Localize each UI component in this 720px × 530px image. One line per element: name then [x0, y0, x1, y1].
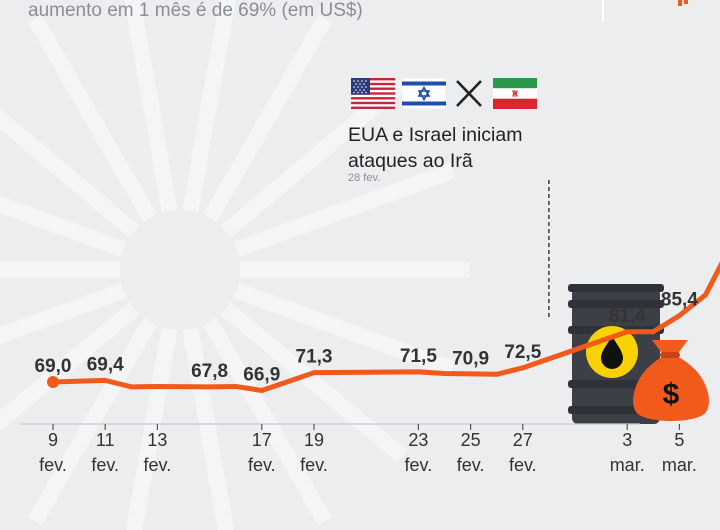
background-ray: [0, 195, 127, 257]
background-ray: [0, 302, 140, 432]
data-label: 72,5: [504, 342, 541, 363]
iran-flag-icon: [493, 78, 537, 109]
background-ray: [220, 302, 408, 463]
x-tick-month: fev.: [39, 455, 67, 475]
x-tick-day: 23: [408, 430, 428, 450]
x-tick-month: fev.: [300, 455, 328, 475]
background-ray: [124, 0, 178, 213]
versus-x-icon: [456, 80, 482, 107]
price-line: [50, 261, 720, 394]
background-ray: [28, 317, 157, 526]
event-annotation-line-1: EUA e Israel iniciam: [348, 124, 523, 146]
x-tick-day: 3: [622, 430, 632, 450]
money-bag-icon: $: [633, 340, 709, 421]
price-point-first: [47, 376, 59, 388]
x-tick-month: mar.: [662, 455, 697, 475]
background-ray: [203, 317, 332, 526]
x-tick-day: 17: [252, 430, 272, 450]
header-divider: [602, 0, 604, 22]
x-tick-month: fev.: [405, 455, 433, 475]
background-ray: [0, 108, 140, 238]
x-tick-day: 25: [461, 430, 481, 450]
background-ray: [233, 283, 456, 377]
data-label: 71,5: [400, 346, 437, 367]
background-ray: [203, 14, 332, 223]
x-tick-month: fev.: [509, 455, 537, 475]
x-tick-day: 27: [513, 430, 533, 450]
chart-subtitle: aumento em 1 mês é de 69% (em US$): [28, 0, 363, 21]
background-ray: [28, 14, 157, 223]
data-label: 69,0: [35, 356, 72, 377]
x-tick-day: 11: [96, 430, 115, 450]
data-label: 71,3: [296, 347, 333, 368]
money-bag-tie: [660, 352, 680, 358]
data-label: 66,9: [243, 365, 280, 386]
x-tick-day: 19: [304, 430, 324, 450]
event-annotation-line-2: ataques ao Irã: [348, 150, 473, 172]
background-ray: [0, 283, 127, 345]
x-tick-day: 5: [674, 430, 684, 450]
x-tick-month: fev.: [91, 455, 119, 475]
brand-mark: [678, 0, 688, 6]
background-ray: [182, 327, 234, 530]
data-label: 67,8: [191, 361, 228, 382]
data-label: 81,4: [609, 306, 646, 327]
background-rays: [0, 0, 470, 530]
x-tick-month: fev.: [144, 455, 172, 475]
event-annotation: EUA e Israel iniciam ataques ao Irã: [348, 122, 522, 174]
event-date: 28 fev.: [348, 172, 381, 184]
x-tick-day: 13: [147, 430, 167, 450]
x-tick-month: fev.: [457, 455, 485, 475]
money-bag-top: [652, 340, 688, 356]
background-ray: [233, 163, 456, 257]
israel-flag-icon: [402, 78, 446, 109]
background-ray: [126, 327, 178, 530]
oil-drop-shape: [601, 336, 623, 369]
oil-barrel-rim: [568, 284, 664, 292]
x-tick-month: mar.: [610, 455, 645, 475]
oil-barrel-rib: [568, 300, 664, 308]
data-label: 85,4: [661, 290, 698, 311]
money-bag-body: [633, 356, 709, 421]
data-label: 70,9: [452, 348, 489, 369]
data-label: 69,4: [87, 354, 124, 375]
usa-flag-icon: [351, 78, 395, 109]
dollar-sign-icon: $: [663, 378, 680, 411]
x-tick-month: fev.: [248, 455, 276, 475]
x-tick-day: 9: [48, 430, 58, 450]
background-ray: [182, 0, 236, 213]
